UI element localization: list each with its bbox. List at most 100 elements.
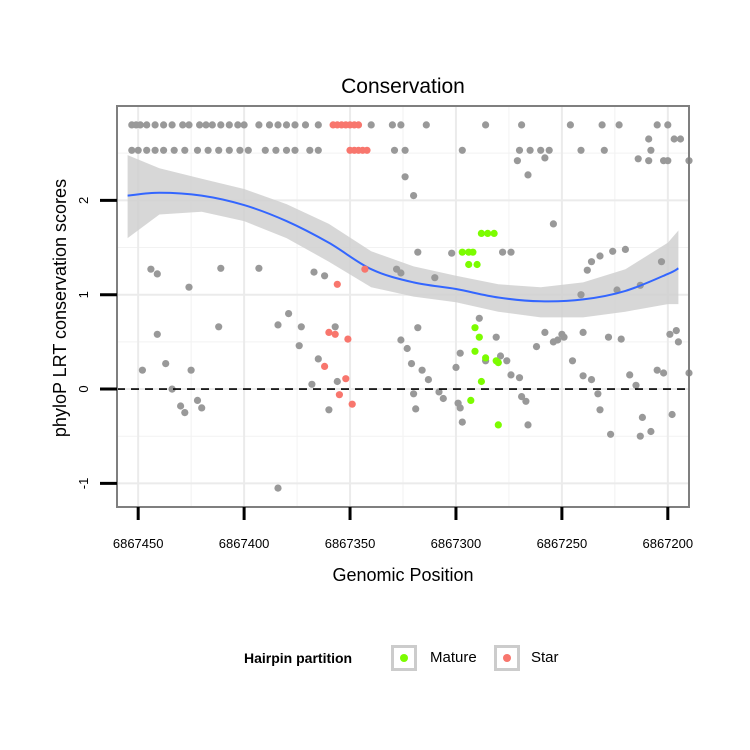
data-point-other	[168, 121, 176, 129]
legend-key-star	[494, 645, 520, 671]
data-point-other	[168, 385, 176, 393]
data-point-other	[621, 245, 630, 253]
data-point-other	[668, 410, 676, 419]
data-point-other	[424, 376, 432, 384]
data-point-other	[291, 121, 299, 129]
data-point-other	[208, 121, 216, 129]
data-point-other	[577, 291, 585, 299]
data-point-other	[255, 121, 263, 129]
data-point-other	[507, 371, 515, 379]
data-point-other	[301, 121, 310, 129]
data-point-other	[596, 406, 604, 414]
data-point-other	[153, 270, 161, 278]
data-point-other	[367, 121, 375, 129]
data-point-other	[272, 146, 280, 154]
data-point-other	[422, 121, 430, 129]
data-point-other	[388, 121, 396, 129]
data-point-other	[128, 146, 136, 154]
data-point-other	[306, 146, 314, 154]
data-point-other	[136, 121, 144, 129]
legend-key-mature	[391, 645, 417, 671]
data-point-mature	[484, 229, 492, 237]
data-point-other	[147, 265, 155, 273]
data-point-other	[522, 397, 530, 405]
data-point-other	[177, 402, 185, 410]
legend-swatch-mature	[400, 654, 408, 662]
data-point-other	[545, 146, 553, 154]
data-point-other	[507, 248, 515, 256]
data-point-star	[325, 328, 333, 336]
data-point-star	[333, 280, 341, 288]
data-point-other	[274, 121, 282, 129]
data-point-other	[179, 121, 187, 129]
data-point-other	[410, 192, 418, 200]
data-point-other	[609, 247, 617, 255]
data-point-mature	[494, 359, 502, 367]
data-point-other	[333, 377, 341, 386]
data-point-other	[560, 333, 568, 341]
data-point-other	[397, 269, 405, 277]
data-point-other	[274, 321, 282, 329]
data-point-other	[676, 135, 685, 143]
x-tick-label: 6867350	[325, 536, 376, 551]
data-point-other	[244, 146, 252, 154]
data-point-other	[215, 323, 223, 331]
x-tick-label: 6867450	[113, 536, 164, 551]
data-point-other	[282, 146, 291, 154]
data-point-other	[594, 390, 602, 398]
data-point-other	[600, 146, 608, 154]
data-point-other	[515, 146, 524, 154]
y-axis-label: phyloP LRT conservation scores	[50, 179, 70, 437]
data-point-other	[496, 352, 505, 360]
data-point-other	[297, 323, 305, 331]
data-point-mature	[469, 248, 477, 256]
data-point-other	[526, 146, 534, 154]
data-point-other	[503, 357, 511, 365]
data-point-other	[401, 173, 409, 181]
data-point-other	[414, 248, 422, 256]
data-point-other	[647, 146, 655, 154]
data-point-other	[285, 310, 293, 318]
data-point-mature	[475, 333, 483, 341]
data-point-other	[541, 328, 549, 336]
data-point-other	[151, 121, 159, 129]
data-point-other	[664, 157, 672, 165]
data-point-other	[645, 135, 653, 143]
x-tick-label: 6867300	[431, 536, 482, 551]
data-point-other	[204, 146, 212, 154]
data-point-other	[410, 390, 418, 398]
data-point-other	[636, 432, 644, 440]
data-point-mature	[471, 324, 479, 332]
legend-swatch-star	[503, 654, 511, 662]
data-point-other	[657, 258, 666, 266]
data-point-other	[185, 121, 193, 129]
data-point-other	[435, 388, 443, 396]
data-point-star	[354, 121, 363, 129]
data-point-other	[456, 404, 464, 412]
confidence-band	[127, 155, 679, 318]
data-point-other	[458, 146, 466, 154]
data-point-star	[363, 146, 371, 154]
data-point-other	[632, 381, 640, 389]
data-point-other	[265, 121, 274, 129]
data-point-other	[674, 338, 683, 346]
data-point-other	[518, 393, 526, 401]
data-point-other	[515, 374, 524, 382]
data-point-mature	[494, 421, 502, 429]
data-point-other	[397, 121, 405, 129]
data-point-other	[634, 155, 642, 163]
data-point-other	[579, 372, 587, 380]
data-point-mature	[490, 229, 498, 237]
data-point-other	[291, 146, 299, 154]
plot-border	[116, 105, 690, 508]
data-point-other	[647, 427, 655, 436]
data-point-other	[234, 121, 242, 129]
data-point-star	[342, 375, 350, 383]
data-point-other	[431, 274, 439, 282]
data-point-mature	[458, 248, 466, 256]
legend-label-star: Star	[531, 649, 559, 666]
x-tick-label: 6867400	[219, 536, 270, 551]
data-point-other	[587, 376, 596, 384]
data-point-mature	[465, 260, 473, 269]
data-point-other	[274, 484, 282, 492]
